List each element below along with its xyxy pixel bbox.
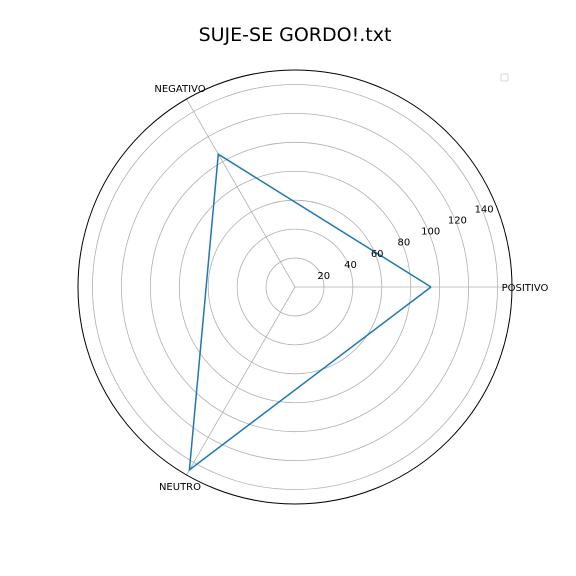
axis-spoke: [186, 286, 296, 476]
radial-tick-label: 100: [421, 227, 440, 238]
category-label: POSITIVO: [502, 283, 549, 294]
radial-tick-label: 80: [398, 238, 411, 249]
spoke-layer: [186, 98, 512, 476]
legend-box: [500, 73, 509, 82]
outer-frame: [77, 69, 513, 505]
category-label: NEUTRO: [159, 482, 201, 493]
category-label: NEGATIVO: [154, 84, 205, 95]
radial-tick-label: 40: [344, 260, 357, 271]
radial-tick-label: 20: [317, 271, 330, 282]
series-layer: [188, 152, 432, 472]
category-labels: POSITIVO NEGATIVO NEUTRO: [154, 84, 548, 493]
chart-title: SUJE-SE GORDO!.txt: [199, 24, 392, 46]
radial-tick-labels: 20 40 60 80 100 120 140: [317, 204, 493, 281]
axis-spoke: [186, 98, 296, 288]
radial-tick-label: 120: [448, 216, 467, 227]
series-line: [188, 152, 432, 472]
radial-tick-label: 60: [371, 249, 384, 260]
radial-tick-label: 140: [475, 204, 494, 215]
